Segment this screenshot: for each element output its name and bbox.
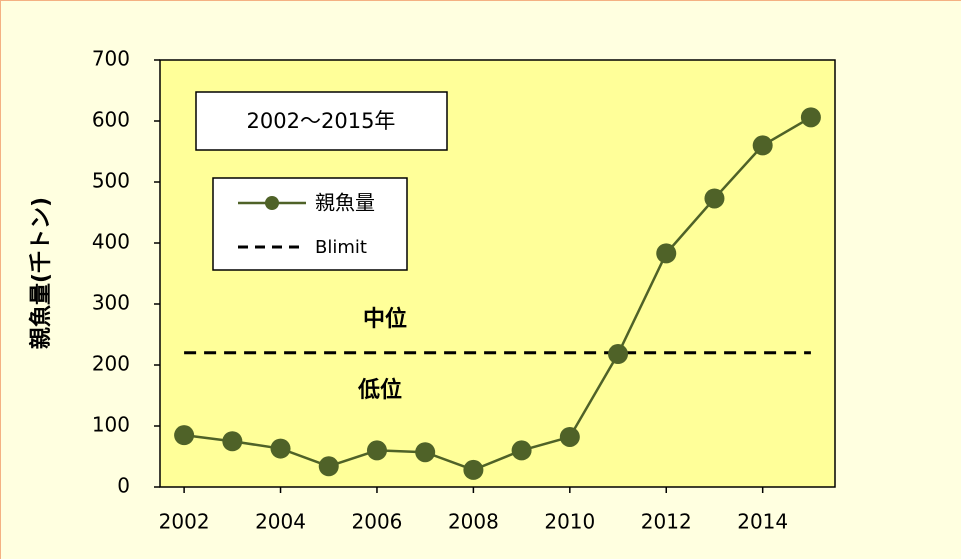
- x-tick-label: 2010: [544, 510, 595, 534]
- x-tick-label: 2014: [737, 510, 788, 534]
- marker: [222, 431, 243, 452]
- y-tick-label: 400: [92, 230, 130, 254]
- chart-title: 2002～2015年: [247, 109, 396, 133]
- y-tick-label: 200: [92, 352, 130, 376]
- legend: [212, 177, 408, 271]
- x-tick-label: 2006: [352, 510, 403, 534]
- legend-label: Blimit: [315, 237, 367, 258]
- marker: [511, 440, 532, 461]
- y-tick-label: 0: [117, 474, 130, 498]
- annotation: 低位: [357, 377, 402, 403]
- x-tick-label: 2008: [448, 510, 499, 534]
- x-tick-label: 2002: [159, 510, 210, 534]
- y-tick-label: 500: [92, 169, 130, 193]
- y-tick-label: 100: [92, 413, 130, 437]
- title-box: [195, 91, 448, 151]
- marker: [270, 438, 291, 459]
- marker: [415, 442, 436, 463]
- marker: [752, 135, 773, 156]
- marker: [656, 243, 677, 264]
- y-tick-label: 300: [92, 291, 130, 315]
- y-tick-label: 600: [92, 108, 130, 132]
- marker: [318, 456, 339, 477]
- legend-marker: [265, 196, 279, 210]
- y-axis-label: 親魚量(千トン): [28, 197, 54, 349]
- x-tick-label: 2004: [255, 510, 306, 534]
- marker: [463, 459, 484, 480]
- legend-label: 親魚量: [315, 191, 375, 215]
- annotation: 中位: [363, 306, 407, 332]
- marker: [366, 440, 387, 461]
- y-tick-label: 700: [92, 47, 130, 71]
- x-tick-label: 2012: [641, 510, 692, 534]
- marker: [559, 426, 580, 447]
- marker: [704, 188, 725, 209]
- marker: [174, 425, 195, 446]
- marker: [800, 107, 821, 128]
- marker: [608, 344, 629, 365]
